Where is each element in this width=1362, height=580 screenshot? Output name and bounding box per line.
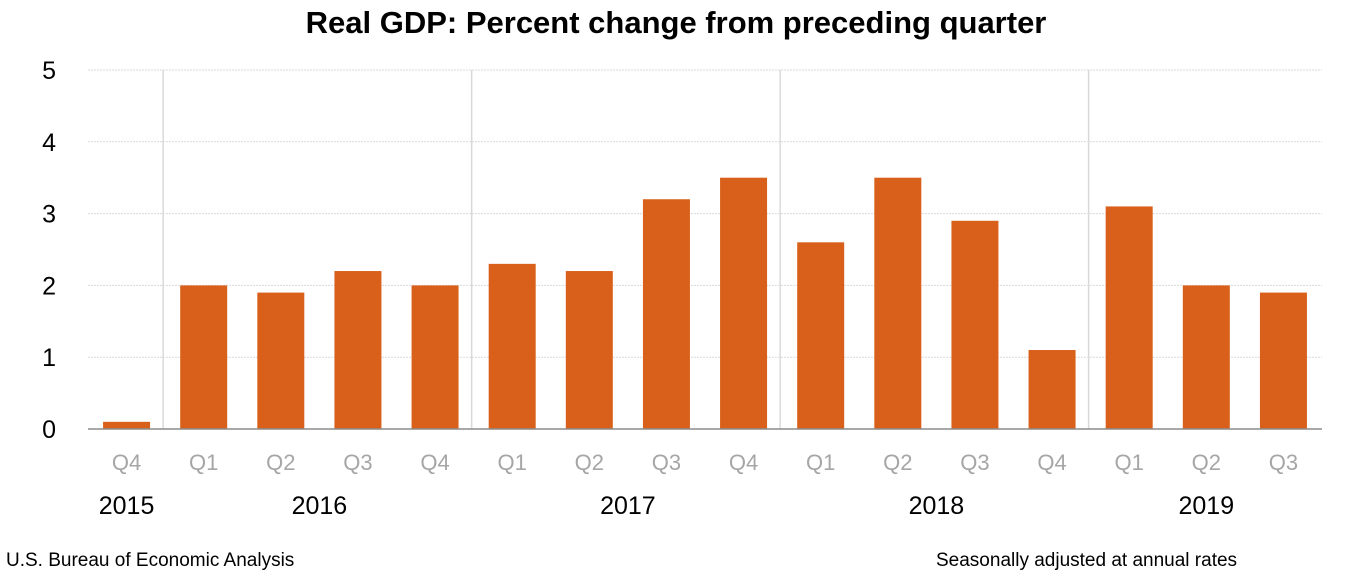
y-tick-label: 4 bbox=[42, 129, 56, 157]
bar bbox=[951, 220, 999, 429]
quarter-label: Q1 bbox=[498, 450, 527, 475]
bar bbox=[1028, 350, 1076, 429]
year-label: 2015 bbox=[99, 492, 155, 520]
quarter-label: Q3 bbox=[1269, 450, 1298, 475]
y-tick-label: 1 bbox=[42, 344, 56, 372]
y-tick-label: 0 bbox=[42, 416, 56, 444]
bar bbox=[797, 242, 845, 429]
y-tick-label: 3 bbox=[42, 201, 56, 229]
quarter-label: Q3 bbox=[343, 450, 372, 475]
year-label: 2019 bbox=[1179, 492, 1235, 520]
y-tick-label: 5 bbox=[42, 57, 56, 85]
gdp-bar-chart: Real GDP: Percent change from preceding … bbox=[42, 5, 1322, 520]
quarter-label: Q1 bbox=[806, 450, 835, 475]
year-label: 2017 bbox=[600, 492, 656, 520]
bar bbox=[488, 263, 536, 429]
year-label: 2018 bbox=[909, 492, 965, 520]
bar bbox=[257, 292, 305, 429]
bar bbox=[874, 177, 922, 429]
quarter-label: Q2 bbox=[883, 450, 912, 475]
quarter-label: Q4 bbox=[729, 450, 758, 475]
quarter-label: Q3 bbox=[960, 450, 989, 475]
bar bbox=[642, 199, 690, 429]
bar bbox=[1182, 285, 1230, 429]
quarter-label: Q1 bbox=[1115, 450, 1144, 475]
bar bbox=[180, 285, 228, 429]
quarter-label: Q2 bbox=[575, 450, 604, 475]
bar bbox=[334, 271, 382, 429]
year-label: 2016 bbox=[292, 492, 348, 520]
bar bbox=[411, 285, 459, 429]
quarter-label: Q2 bbox=[266, 450, 295, 475]
quarter-label: Q4 bbox=[112, 450, 141, 475]
y-tick-label: 2 bbox=[42, 272, 56, 300]
seasonal-adjustment-note: Seasonally adjusted at annual rates bbox=[936, 550, 1238, 571]
chart-title: Real GDP: Percent change from preceding … bbox=[306, 5, 1047, 40]
bar bbox=[1259, 292, 1307, 429]
bar bbox=[103, 421, 151, 429]
quarter-label: Q4 bbox=[420, 450, 449, 475]
bar bbox=[720, 177, 768, 429]
bar bbox=[1105, 206, 1153, 429]
quarter-label: Q4 bbox=[1037, 450, 1066, 475]
quarter-label: Q1 bbox=[189, 450, 218, 475]
quarter-label: Q2 bbox=[1192, 450, 1221, 475]
source-note: U.S. Bureau of Economic Analysis bbox=[6, 550, 295, 571]
quarter-label: Q3 bbox=[652, 450, 681, 475]
bar bbox=[565, 271, 613, 429]
